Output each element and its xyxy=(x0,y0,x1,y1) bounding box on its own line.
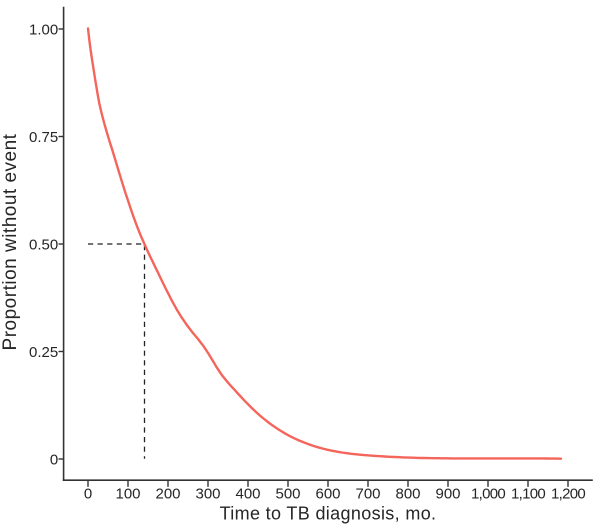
svg-text:1.00: 1.00 xyxy=(29,22,58,39)
svg-text:900: 900 xyxy=(435,486,460,503)
svg-text:Time to TB diagnosis, mo.: Time to TB diagnosis, mo. xyxy=(220,503,437,523)
svg-text:500: 500 xyxy=(275,486,300,503)
svg-text:0: 0 xyxy=(84,486,92,503)
svg-text:0.25: 0.25 xyxy=(29,344,58,361)
svg-text:100: 100 xyxy=(115,486,140,503)
svg-text:1,100: 1,100 xyxy=(511,486,545,503)
svg-text:800: 800 xyxy=(395,486,420,503)
svg-text:0.75: 0.75 xyxy=(29,129,58,146)
svg-text:0: 0 xyxy=(50,452,58,469)
svg-text:200: 200 xyxy=(155,486,180,503)
svg-text:1,200: 1,200 xyxy=(551,486,585,503)
svg-text:700: 700 xyxy=(355,486,380,503)
svg-text:600: 600 xyxy=(315,486,340,503)
svg-text:Proportion without event: Proportion without event xyxy=(0,133,21,350)
svg-text:0.50: 0.50 xyxy=(29,237,58,254)
svg-text:300: 300 xyxy=(195,486,220,503)
svg-text:400: 400 xyxy=(235,486,260,503)
svg-text:1,000: 1,000 xyxy=(471,486,505,503)
